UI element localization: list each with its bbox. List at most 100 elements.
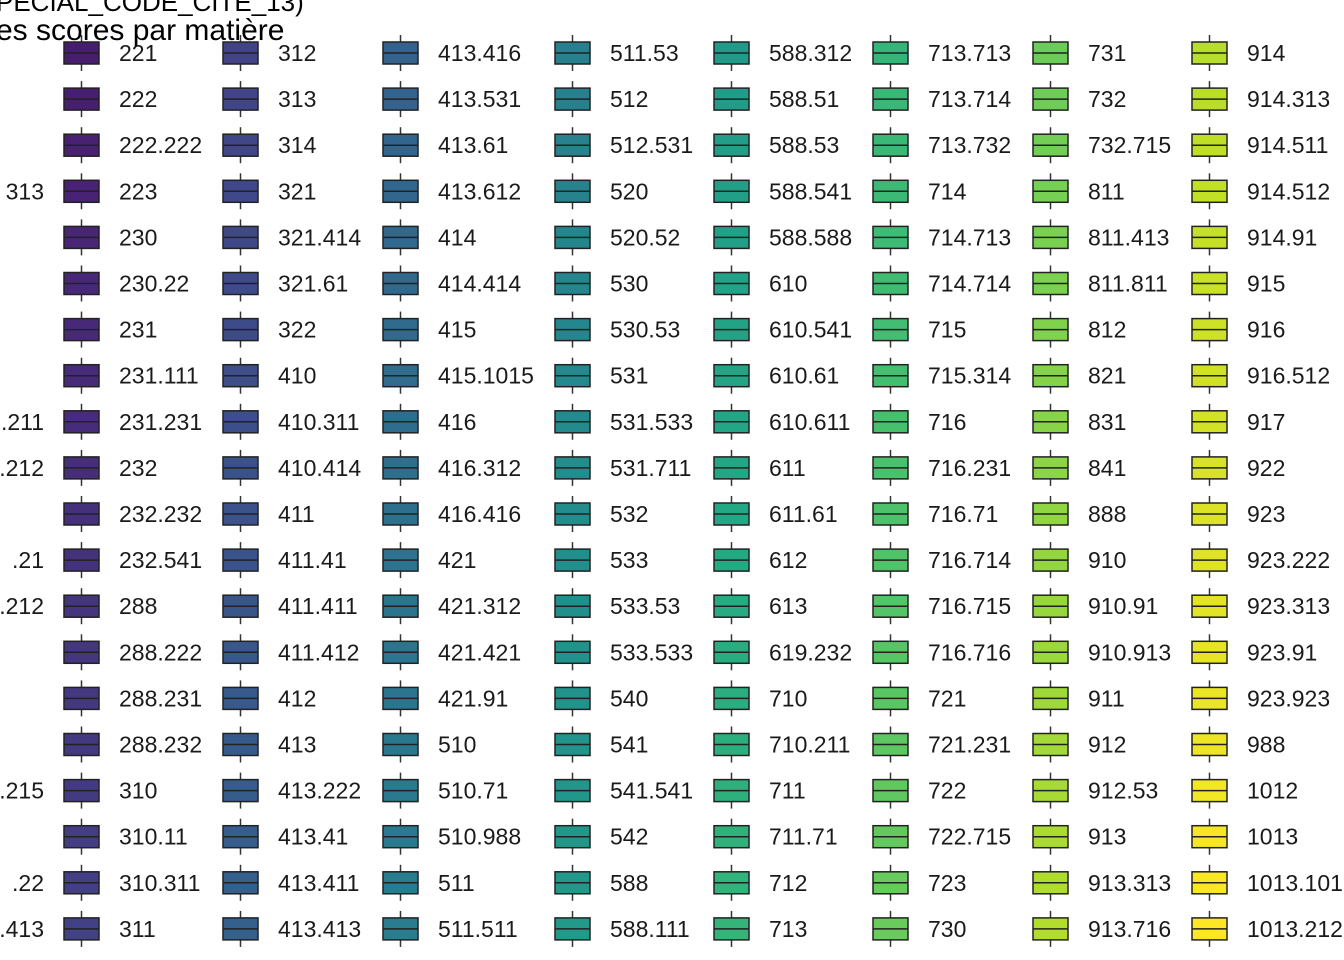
legend-item: 230 [63, 219, 157, 256]
legend-label: 613 [769, 593, 807, 619]
legend-item: 533.53 [554, 588, 680, 625]
legend-item: 511.53 [554, 35, 679, 71]
legend-item: 413.413 [222, 910, 361, 947]
legend-label: 710.211 [769, 732, 850, 758]
legend-item: 531 [554, 357, 648, 394]
legend-item: 619.232 [713, 634, 852, 671]
legend-label: 312 [278, 40, 316, 66]
legend-label: 542 [610, 824, 648, 850]
legend-label: 288.232 [119, 732, 202, 758]
legend-item: 713.732 [872, 127, 1011, 164]
legend-item: 888 [1032, 496, 1126, 532]
legend-item: 812 [1032, 311, 1126, 348]
legend-label: 588.111 [610, 916, 690, 942]
legend-item: 712 [713, 864, 807, 901]
legend-label: 411.41 [278, 547, 347, 573]
legend-label: 288.222 [119, 639, 202, 665]
legend-item: 312 [222, 35, 316, 71]
legend-label: 1012 [1247, 778, 1298, 804]
legend-label: 923 [1247, 501, 1285, 527]
legend-item: 411.41 [222, 542, 347, 579]
legend-item: 321 [222, 173, 316, 210]
legend-item: 530 [554, 265, 648, 302]
legend-item: 416.312 [382, 449, 521, 486]
legend-item: 310.311 [63, 864, 200, 901]
legend-label: 413.531 [438, 86, 521, 112]
legend-item: 730 [872, 910, 966, 947]
legend-item: 912 [1032, 726, 1126, 763]
legend-label: 533.533 [610, 639, 693, 665]
legend-item: 811 [1032, 173, 1125, 210]
legend-label: 410.414 [278, 455, 361, 481]
legend-label: 713.713 [928, 40, 1011, 66]
legend-item: 410 [222, 357, 316, 394]
legend-label: 520.52 [610, 224, 680, 250]
legend-label: 715 [928, 317, 966, 343]
legend-item: 414.414 [382, 265, 521, 302]
legend-item: 721.231 [872, 726, 1011, 763]
legend-item: 914.511 [1191, 127, 1328, 164]
legend-item: 313 [222, 81, 316, 118]
legend-label: 512 [610, 86, 648, 112]
legend-item: 1013 [1191, 818, 1298, 855]
legend-item: 310.11 [63, 818, 188, 855]
legend-label: 910.91 [1088, 593, 1158, 619]
legend-label: 716.715 [928, 593, 1011, 619]
legend-label: 232.232 [119, 501, 202, 527]
legend-item: 413.416 [382, 35, 521, 71]
legend-label: 413.61 [438, 132, 508, 158]
legend-label: 588.541 [769, 178, 852, 204]
legend-label: 710 [769, 685, 807, 711]
legend-item: 520.52 [554, 219, 680, 256]
legend-label: 914.313 [1247, 86, 1330, 112]
legend-item: 321.414 [222, 219, 361, 256]
legend-label: 714 [928, 178, 967, 204]
legend-label: 413.612 [438, 178, 521, 204]
legend-label: 412 [278, 685, 316, 711]
legend-label: 831 [1088, 409, 1126, 435]
legend-label: 413.41 [278, 824, 348, 850]
legend-item: 922 [1191, 449, 1285, 486]
legend-item: 413.531 [382, 81, 521, 118]
legend-label: 231.231 [119, 409, 202, 435]
legend-item: 710.211 [713, 726, 850, 763]
legend-label: 917 [1247, 409, 1285, 435]
legend-label: 531 [610, 363, 648, 389]
legend-label: 223 [119, 178, 157, 204]
legend-label: 541 [610, 732, 648, 758]
legend-item: 923.923 [1191, 680, 1330, 717]
legend-item: 611.61 [713, 496, 838, 532]
legend-item: 588.588 [713, 219, 852, 256]
legend-label: 416.312 [438, 455, 521, 481]
legend-label: 421 [438, 547, 476, 573]
legend-label: 512.531 [610, 132, 693, 158]
legend-label: 421.91 [438, 685, 508, 711]
legend-item: 410.311 [222, 403, 359, 440]
legend-label: 916 [1247, 317, 1285, 343]
legend-item: 531.533 [554, 403, 693, 440]
legend-label: 731 [1088, 40, 1126, 66]
legend-item: 710 [713, 680, 807, 717]
legend-label: 230.22 [119, 271, 189, 297]
legend-item: 588.51 [713, 81, 839, 118]
legend-item: 415.1015 [382, 357, 534, 394]
legend-item: 916.512 [1191, 357, 1330, 394]
legend-item: 512.531 [554, 127, 693, 164]
legend-item: 411.412 [222, 634, 359, 671]
legend-item: 711 [713, 772, 806, 809]
legend-label: 588.53 [769, 132, 839, 158]
legend-label: 414.414 [438, 271, 521, 297]
legend-item: 231.231 [63, 403, 202, 440]
legend-item: 411 [222, 496, 315, 532]
legend-item: 613 [713, 588, 807, 625]
legend-label: 713.732 [928, 132, 1011, 158]
legend-item: 910.913 [1032, 634, 1171, 671]
legend-item: 288.231 [63, 680, 202, 717]
legend-item: 610.61 [713, 357, 839, 394]
legend-label: 610.611 [769, 409, 850, 435]
legend-item: 531.711 [554, 449, 691, 486]
legend-label: 711.71 [769, 824, 838, 850]
legend-item: 321.61 [222, 265, 348, 302]
legend-item: 912.53 [1032, 772, 1158, 809]
legend-item: 914 [1191, 35, 1286, 71]
